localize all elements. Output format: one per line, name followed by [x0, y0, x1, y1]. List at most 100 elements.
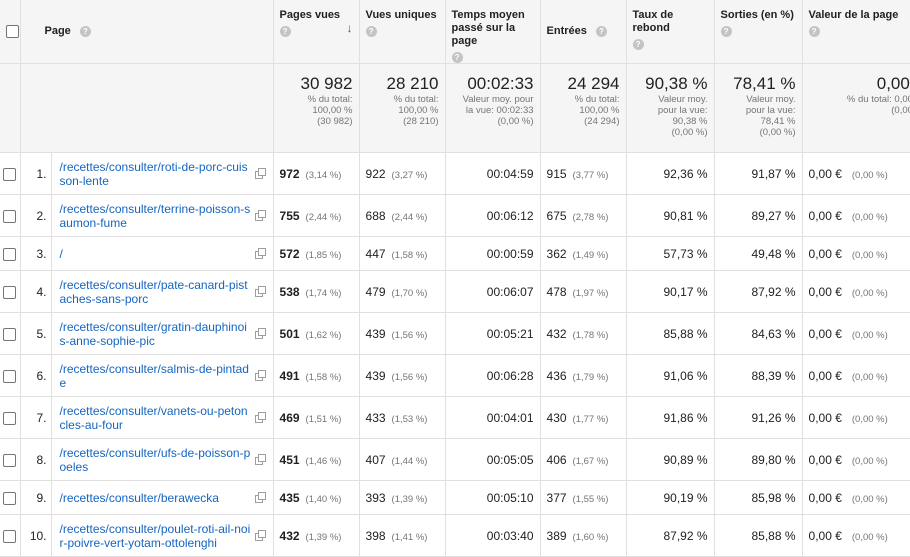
row-checkbox[interactable]: [3, 167, 17, 181]
exit-cell: 85,88 %: [714, 514, 803, 557]
header-unique-label: Vues uniques: [365, 9, 437, 21]
unique-value: 393: [365, 490, 386, 505]
page-cell: /recettes/consulter/berawecka: [51, 480, 274, 515]
entrances-percent: (1,49 %): [572, 249, 609, 261]
entrances-value: 915: [546, 166, 567, 181]
row-checkbox[interactable]: [3, 327, 17, 341]
open-external-icon[interactable]: [254, 411, 266, 423]
row-checkbox[interactable]: [3, 247, 17, 261]
exit-cell: 89,80 %: [714, 438, 803, 481]
entrances-value: 362: [546, 246, 567, 261]
help-icon[interactable]: ?: [365, 26, 377, 37]
pageviews-value: 538: [279, 284, 300, 299]
pageviews-percent: (2,44 %): [305, 211, 342, 223]
page-link[interactable]: /: [59, 246, 63, 261]
entrances-percent: (3,77 %): [572, 169, 609, 181]
pageviews-percent: (1,74 %): [305, 287, 342, 299]
header-bounce-label: Taux de rebond: [632, 9, 674, 34]
page-link[interactable]: /recettes/consulter/ufs-de-poisson-poele…: [59, 445, 251, 474]
help-icon[interactable]: ?: [632, 39, 644, 50]
entrances-cell: 436 (1,79 %): [540, 354, 627, 397]
value-cell: 0,00 € (0,00 %): [802, 480, 910, 515]
page-link[interactable]: /recettes/consulter/pate-canard-pistache…: [59, 277, 248, 306]
help-icon[interactable]: ?: [451, 52, 463, 63]
total-note: 100,00 %: [312, 105, 353, 116]
row-select-cell: [0, 194, 21, 237]
value-cell: 0,00 € (0,00 %): [802, 514, 910, 557]
open-external-icon[interactable]: [254, 453, 266, 465]
row-select-cell: [0, 270, 21, 313]
help-icon[interactable]: ?: [720, 26, 732, 37]
page-link[interactable]: /recettes/consulter/gratin-dauphinois-an…: [59, 319, 247, 348]
header-pageviews[interactable]: Pages vues ? ↓: [273, 0, 360, 64]
pageviews-value: 435: [279, 490, 300, 505]
row-select-cell: [0, 152, 21, 195]
pageviews-percent: (1,62 %): [305, 329, 342, 341]
unique-percent: (1,39 %): [391, 493, 428, 505]
total-note: 100,00 %: [398, 105, 439, 116]
row-checkbox[interactable]: [3, 285, 17, 299]
select-all-checkbox[interactable]: [6, 24, 19, 38]
row-checkbox[interactable]: [3, 491, 17, 505]
totals-row: 30 982 % du total: 100,00 % (30 982) 28 …: [0, 63, 910, 153]
header-avgtime[interactable]: Temps moyen passé sur la page ?: [445, 0, 541, 64]
page-value: 0,00 €: [808, 452, 842, 467]
total-note: (0,00 %): [497, 116, 534, 127]
help-icon[interactable]: ?: [79, 25, 91, 37]
help-icon[interactable]: ?: [279, 26, 291, 37]
row-select-cell: [0, 396, 21, 439]
pageviews-value: 972: [279, 166, 300, 181]
row-index: 7.: [20, 396, 52, 439]
open-external-icon[interactable]: [254, 529, 266, 541]
open-external-icon[interactable]: [254, 369, 266, 381]
value-percent: (0,00 %): [851, 329, 888, 341]
help-icon[interactable]: ?: [595, 25, 607, 37]
bounce-cell: 85,88 %: [626, 312, 715, 355]
row-checkbox[interactable]: [3, 411, 17, 425]
header-unique[interactable]: Vues uniques ?: [359, 0, 446, 64]
entrances-cell: 377 (1,55 %): [540, 480, 627, 515]
help-icon[interactable]: ?: [808, 26, 820, 37]
avgtime-cell: 00:03:40: [445, 514, 541, 557]
page-link[interactable]: /recettes/consulter/terrine-poisson-saum…: [59, 201, 251, 230]
open-external-icon[interactable]: [254, 247, 266, 259]
row-checkbox[interactable]: [3, 369, 17, 383]
total-note: Valeur moy. pour: [462, 94, 534, 105]
page-link[interactable]: /recettes/consulter/berawecka: [59, 490, 219, 505]
total-exit: 78,41 % Valeur moy. pour la vue: 78,41 %…: [714, 63, 803, 153]
open-external-icon[interactable]: [254, 491, 266, 503]
total-bounce: 90,38 % Valeur moy. pour la vue: 90,38 %…: [626, 63, 715, 153]
open-external-icon[interactable]: [254, 167, 266, 179]
entrances-cell: 406 (1,67 %): [540, 438, 627, 481]
open-external-icon[interactable]: [254, 327, 266, 339]
unique-value: 447: [365, 246, 386, 261]
entrances-value: 377: [546, 490, 567, 505]
page-cell: /recettes/consulter/roti-de-porc-cuisson…: [51, 152, 274, 195]
row-select-cell: [0, 236, 21, 271]
total-note: Valeur moy.: [746, 94, 796, 105]
open-external-icon[interactable]: [254, 285, 266, 297]
header-exit[interactable]: Sorties (en %) ?: [714, 0, 803, 64]
header-entrances[interactable]: Entrées ?: [540, 0, 627, 64]
page-link[interactable]: /recettes/consulter/poulet-roti-ail-noir…: [59, 521, 251, 550]
header-bounce[interactable]: Taux de rebond ?: [626, 0, 715, 64]
pageviews-value: 432: [279, 528, 300, 543]
select-all-cell: [0, 0, 21, 64]
page-link[interactable]: /recettes/consulter/vanets-ou-petoncles-…: [59, 403, 248, 432]
page-cell: /recettes/consulter/ufs-de-poisson-poele…: [51, 438, 274, 481]
bounce-cell: 90,17 %: [626, 270, 715, 313]
total-value: 0,00 €: [876, 74, 910, 93]
unique-cell: 433 (1,53 %): [359, 396, 446, 439]
page-value: 0,00 €: [808, 490, 842, 505]
header-value[interactable]: Valeur de la page ?: [802, 0, 910, 64]
row-checkbox[interactable]: [3, 453, 17, 467]
total-note: pour la vue:: [657, 105, 708, 116]
page-link[interactable]: /recettes/consulter/roti-de-porc-cuisson…: [59, 159, 248, 188]
header-page[interactable]: Page ?: [20, 0, 274, 64]
page-link[interactable]: /recettes/consulter/salmis-de-pintade: [59, 361, 249, 390]
sort-descending-icon[interactable]: ↓: [346, 21, 353, 35]
total-note: 90,38 %: [672, 116, 708, 127]
open-external-icon[interactable]: [254, 209, 266, 221]
row-checkbox[interactable]: [3, 209, 17, 223]
value-percent: (0,00 %): [851, 531, 888, 543]
